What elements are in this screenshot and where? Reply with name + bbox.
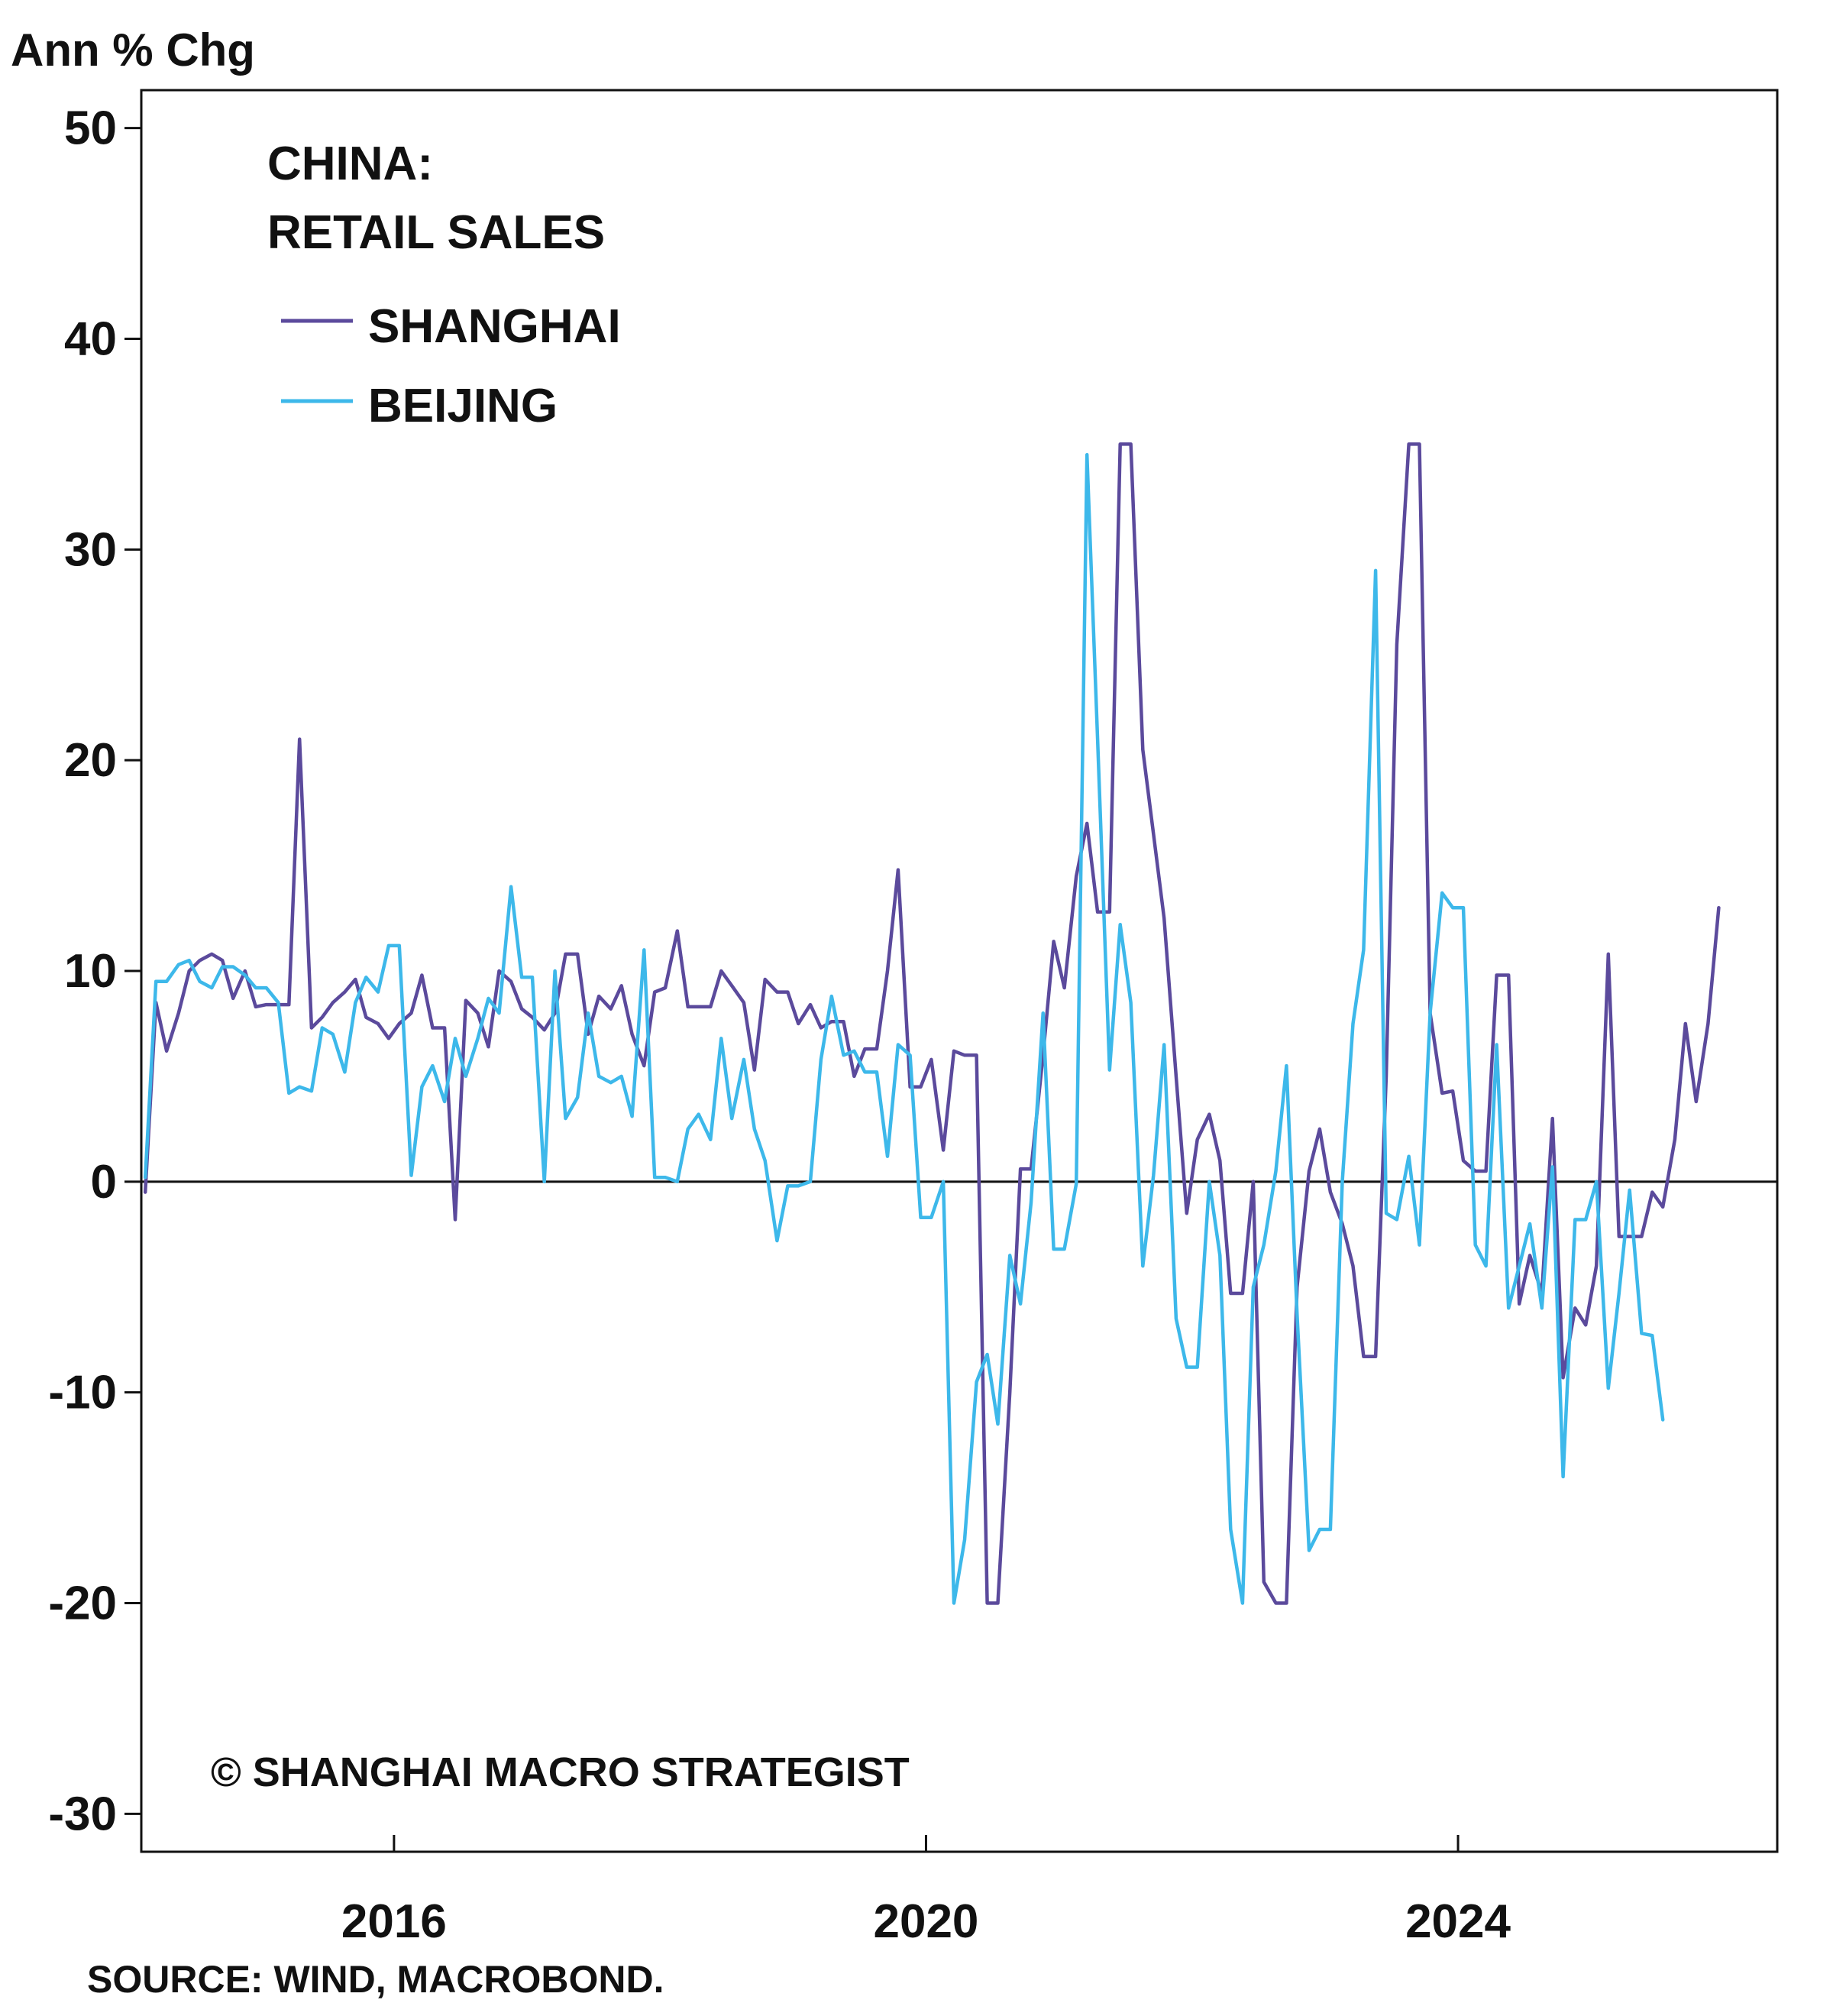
plot-area <box>140 89 1779 1853</box>
series-line-beijing <box>143 452 1665 1605</box>
y-tick-label: -10 <box>48 1367 117 1419</box>
y-tick-label: -20 <box>48 1578 117 1630</box>
series-lines <box>143 442 1721 1605</box>
legend: SHANGHAI BEIJING <box>281 300 621 432</box>
y-axis-label: Ann % Chg <box>11 24 255 76</box>
copyright-note: © SHANGHAI MACRO STRATEGIST <box>211 1749 910 1795</box>
y-tick-label: 10 <box>64 945 117 998</box>
x-axis: 2016 2020 2024 <box>341 1835 1511 1948</box>
y-tick-label: -30 <box>48 1788 117 1840</box>
y-tick-label: 20 <box>64 734 117 787</box>
y-tick-label: 40 <box>64 312 117 365</box>
x-tick-label: 2024 <box>1405 1895 1511 1948</box>
x-tick-label: 2016 <box>341 1895 447 1948</box>
y-tick-label: 50 <box>64 102 117 155</box>
y-tick-label: 30 <box>64 523 117 576</box>
chart-title-line-2: RETAIL SALES <box>267 206 605 259</box>
x-tick-label: 2020 <box>873 1895 978 1948</box>
y-axis: 50 40 30 20 10 0 -10 -20 -30 <box>48 102 141 1840</box>
source-note: SOURCE: WIND, MACROBOND. <box>87 1958 664 2001</box>
legend-label-beijing: BEIJING <box>368 380 558 432</box>
y-tick-label: 0 <box>91 1156 117 1209</box>
legend-label-shanghai: SHANGHAI <box>368 300 621 353</box>
chart-title-line-1: CHINA: <box>267 138 433 190</box>
series-line-shanghai <box>143 442 1721 1605</box>
